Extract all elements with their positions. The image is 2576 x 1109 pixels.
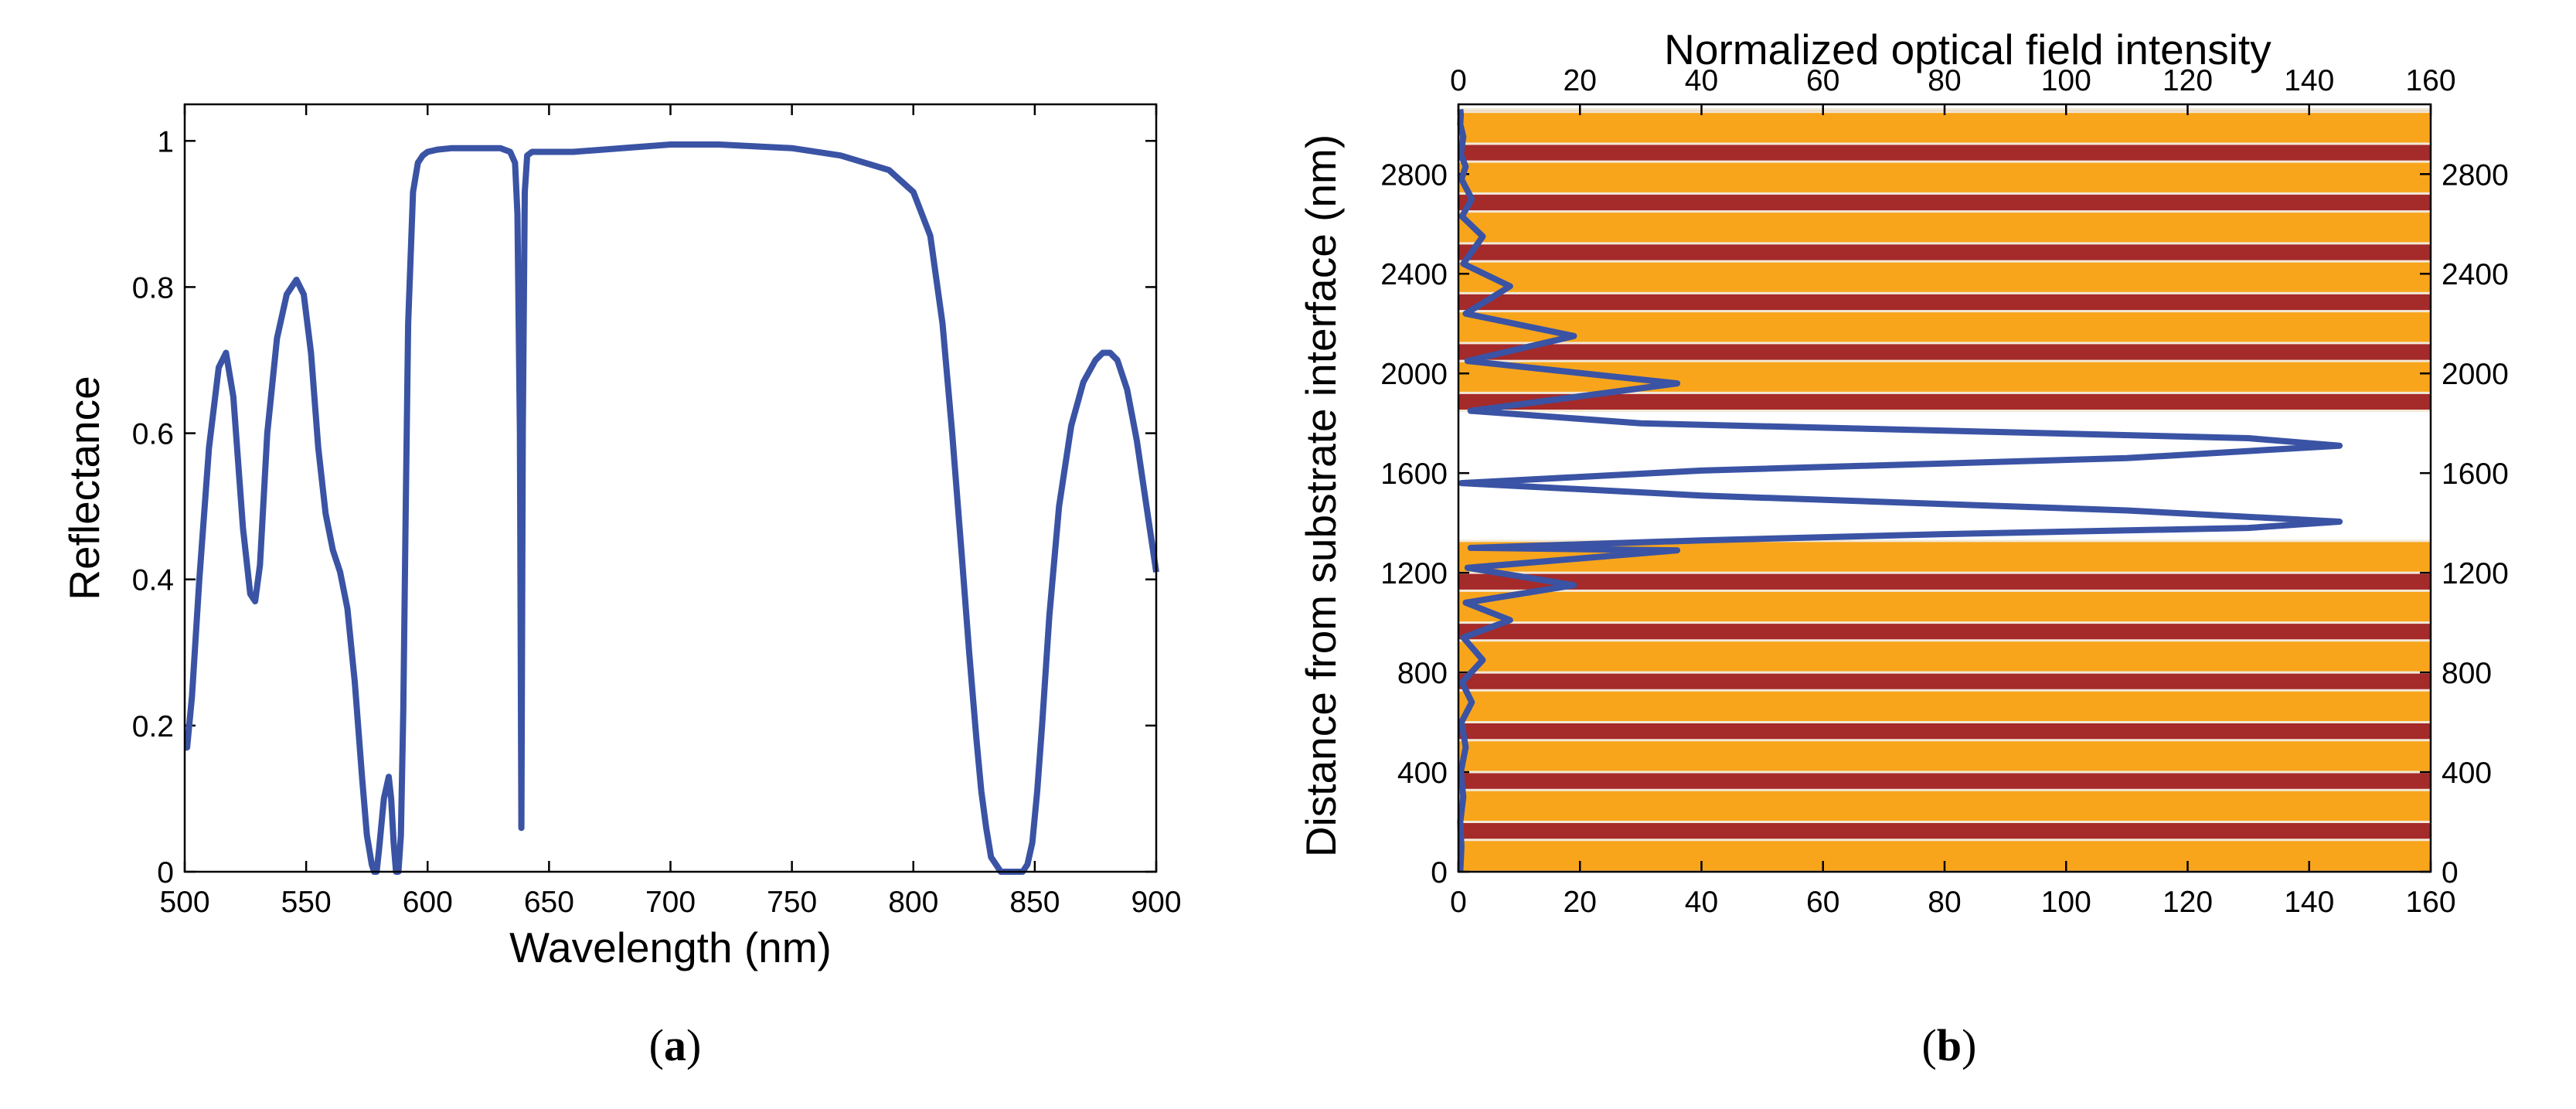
- field-x-tick-label-top: 140: [2284, 64, 2334, 97]
- reflectance-x-tick-label: 850: [1009, 886, 1060, 919]
- field-y-tick-label-right: 1600: [2442, 458, 2509, 491]
- dark-layer: [1458, 672, 2431, 691]
- reflectance-x-tick-label: 700: [645, 886, 696, 919]
- field-top-axis-label: Normalized optical field intensity: [1664, 26, 2271, 73]
- field-x-tick-label-bottom: 20: [1564, 886, 1597, 919]
- reflectance-series-line: [184, 141, 1159, 875]
- dark-layer: [1458, 622, 2431, 641]
- dark-layer: [1458, 772, 2431, 791]
- reflectance-x-tick-label: 900: [1131, 886, 1181, 919]
- field-y-tick-label-right: 0: [2442, 856, 2459, 890]
- reflectance-axis-ticks: [183, 104, 1158, 873]
- reflectance-x-tick-label: 800: [888, 886, 938, 919]
- field-y-tick-label-right: 800: [2442, 657, 2492, 690]
- reflectance-x-tick-label: 500: [159, 886, 209, 919]
- light-layer: [1458, 690, 2431, 723]
- light-layer: [1458, 640, 2431, 673]
- field-x-tick-label-top: 160: [2405, 64, 2455, 97]
- reflectance-x-tick-label: 550: [281, 886, 332, 919]
- light-layer: [1458, 261, 2431, 294]
- reflectance-x-tick-label: 650: [524, 886, 574, 919]
- field-y-tick-label-right: 1200: [2442, 557, 2509, 590]
- dark-layer: [1458, 573, 2431, 591]
- panel-a-caption: (a): [649, 1020, 702, 1070]
- field-y-tick-label-left: 2800: [1380, 158, 1448, 192]
- field-y-tick-label-right: 400: [2442, 757, 2492, 790]
- field-y-tick-label-right: 2000: [2442, 358, 2509, 391]
- field-x-tick-label-bottom: 80: [1928, 886, 1961, 919]
- field-y-tick-label-left: 2000: [1380, 358, 1448, 391]
- reflectance-y-tick-label: 0.8: [132, 271, 174, 304]
- reflectance-y-tick-label: 0.2: [132, 710, 174, 743]
- field-y-axis-label: Distance from substrate interface (nm): [1297, 134, 1345, 857]
- dark-layer: [1458, 342, 2431, 362]
- field-x-tick-label-bottom: 40: [1685, 886, 1718, 919]
- light-layer: [1458, 162, 2431, 194]
- field-plot-frame: [1457, 103, 2432, 873]
- field-y-tick-label-left: 1600: [1380, 458, 1448, 491]
- reflectance-tick-labels: 500 550 600 650 700 750 800 850 900 0 0.2 0.4 0.6 0.8…: [132, 125, 1182, 919]
- field-y-tick-label-right: 2800: [2442, 158, 2509, 192]
- field-x-tick-label-bottom: 120: [2163, 886, 2213, 919]
- dark-layer: [1458, 722, 2431, 740]
- field-x-tick-label-bottom: 0: [1450, 886, 1467, 919]
- layer-stack: [1458, 107, 2431, 873]
- light-layer: [1458, 590, 2431, 623]
- light-layer: [1458, 211, 2431, 243]
- field-y-tick-label-left: 800: [1397, 657, 1448, 690]
- reflectance-plot-frame: [183, 103, 1158, 873]
- field-intensity-chart: 0020204040606080801001001201201401401601…: [1297, 26, 2509, 1070]
- reflectance-y-tick-label: 0: [157, 856, 174, 890]
- field-y-tick-label-left: 1200: [1380, 557, 1448, 590]
- field-x-tick-label-top: 80: [1928, 64, 1961, 97]
- dark-layer: [1458, 393, 2431, 411]
- field-x-tick-label-top: 100: [2041, 64, 2091, 97]
- field-y-tick-label-left: 0: [1431, 856, 1448, 890]
- field-y-tick-label-left: 400: [1397, 757, 1448, 790]
- panel-b-caption: (b): [1922, 1020, 1977, 1070]
- field-y-tick-label-left: 2400: [1380, 258, 1448, 291]
- reflectance-x-axis-label: Wavelength (nm): [509, 924, 832, 971]
- field-intensity-series-line: [1457, 108, 2343, 873]
- field-x-tick-label-bottom: 140: [2284, 886, 2334, 919]
- field-x-tick-label-top: 0: [1450, 64, 1467, 97]
- light-layer: [1458, 311, 2431, 343]
- field-x-tick-label-top: 60: [1806, 64, 1839, 97]
- dark-layer: [1458, 143, 2431, 162]
- reflectance-chart: 500 550 600 650 700 750 800 850 900 0 0.2 0.4 0.6 0.8…: [60, 103, 1182, 1070]
- reflectance-y-tick-label: 0.4: [132, 564, 174, 597]
- field-x-tick-label-bottom: 160: [2405, 886, 2455, 919]
- dark-layer: [1458, 293, 2431, 311]
- reflectance-x-tick-label: 750: [767, 886, 817, 919]
- dark-layer: [1458, 193, 2431, 212]
- reflectance-y-tick-label: 0.6: [132, 418, 174, 451]
- reflectance-x-tick-label: 600: [403, 886, 453, 919]
- dark-layer: [1458, 822, 2431, 840]
- light-layer: [1458, 111, 2431, 144]
- field-x-tick-label-top: 120: [2163, 64, 2213, 97]
- reflectance-y-tick-label: 1: [157, 125, 174, 158]
- field-x-tick-label-top: 20: [1564, 64, 1597, 97]
- field-x-tick-label-top: 40: [1685, 64, 1718, 97]
- field-x-tick-label-bottom: 60: [1806, 886, 1839, 919]
- light-layer: [1458, 790, 2431, 822]
- light-layer: [1458, 740, 2431, 773]
- field-x-tick-label-bottom: 100: [2041, 886, 2091, 919]
- dark-layer: [1458, 243, 2431, 262]
- reflectance-y-axis-label: Reflectance: [60, 376, 108, 600]
- field-tick-labels: 0020204040606080801001001201201401401601…: [1380, 64, 2509, 919]
- field-y-tick-label-right: 2400: [2442, 258, 2509, 291]
